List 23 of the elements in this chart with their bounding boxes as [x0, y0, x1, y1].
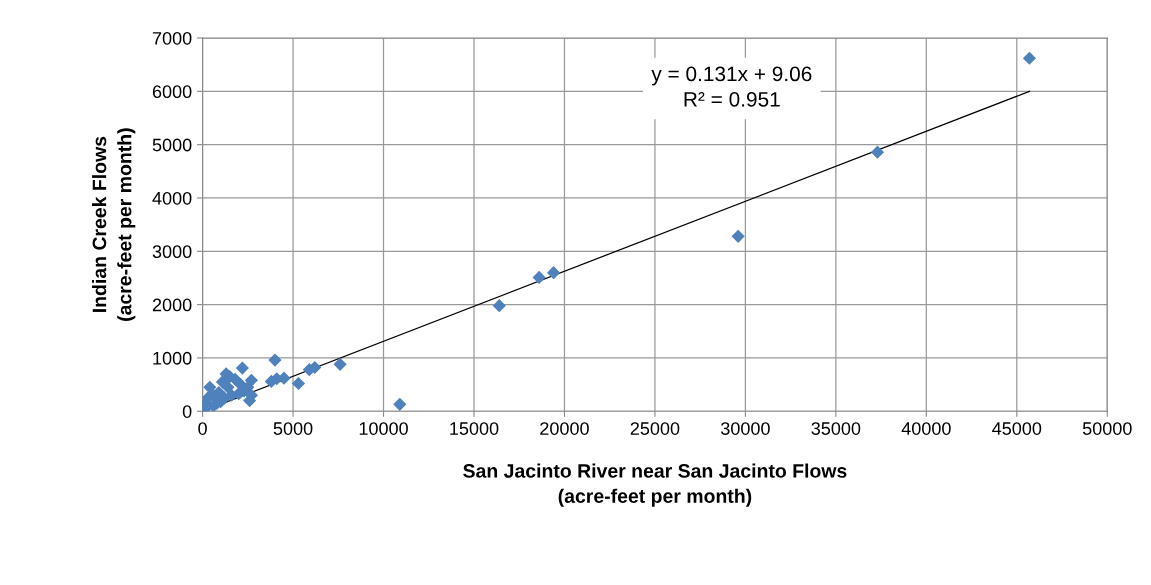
- x-tick-label: 0: [198, 422, 207, 435]
- x-tick-label: 15000: [450, 422, 499, 435]
- x-tick-label: 25000: [630, 422, 680, 435]
- y-tick-label: 1000: [153, 351, 192, 365]
- y-tick-label: 7000: [152, 31, 192, 45]
- y-axis-title: Indian Creek Flows (acre-feet per month): [92, 128, 136, 321]
- x-axis-title: San Jacinto River near San Jacinto Flows (acre-feet per month): [463, 463, 847, 507]
- x-tick-label: 10000: [359, 422, 408, 435]
- x-tick-label: 45000: [992, 422, 1042, 435]
- x-tick-label: 30000: [720, 422, 770, 435]
- y-tick-label: 6000: [152, 85, 192, 99]
- x-tick-label: 40000: [901, 422, 951, 435]
- y-tick-label: 2000: [152, 298, 192, 312]
- annotation: y = 0.131x + 9.06: [651, 66, 812, 86]
- annotation: R² = 0.951: [684, 91, 780, 107]
- x-tick-label: 20000: [540, 422, 589, 435]
- x-tick-label: 35000: [811, 422, 861, 435]
- y-tick-label: 5000: [152, 138, 192, 152]
- y-tick-label: 4000: [152, 191, 192, 205]
- y-tick-label: 0: [182, 405, 192, 418]
- y-tick-label: 3000: [152, 245, 192, 259]
- x-tick-label: 5000: [273, 422, 313, 435]
- x-tick-label: 50000: [1082, 422, 1132, 435]
